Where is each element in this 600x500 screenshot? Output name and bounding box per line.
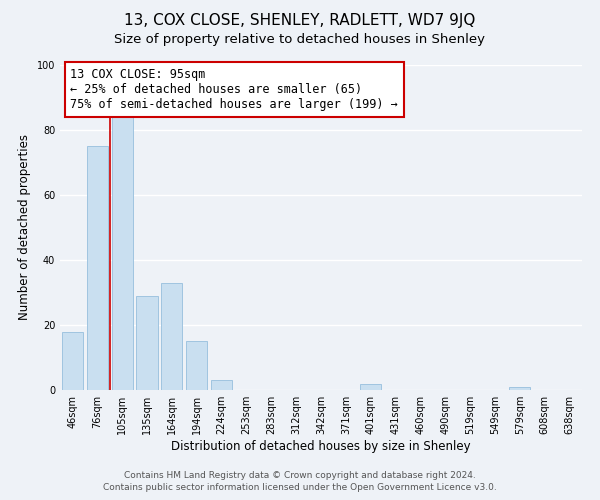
Bar [509, 387, 530, 390]
Bar [112, 117, 133, 390]
Text: Size of property relative to detached houses in Shenley: Size of property relative to detached ho… [115, 32, 485, 46]
Text: 13 COX CLOSE: 95sqm
← 25% of detached houses are smaller (65)
75% of semi-detach: 13 COX CLOSE: 95sqm ← 25% of detached ho… [70, 68, 398, 112]
Y-axis label: Number of detached properties: Number of detached properties [18, 134, 31, 320]
Bar [161, 283, 182, 390]
Text: Contains HM Land Registry data © Crown copyright and database right 2024.: Contains HM Land Registry data © Crown c… [124, 471, 476, 480]
Bar [211, 380, 232, 390]
Text: Contains public sector information licensed under the Open Government Licence v3: Contains public sector information licen… [103, 484, 497, 492]
Bar [360, 384, 381, 390]
X-axis label: Distribution of detached houses by size in Shenley: Distribution of detached houses by size … [171, 440, 471, 453]
Bar [136, 296, 158, 390]
Bar [62, 332, 83, 390]
Bar [186, 341, 207, 390]
Text: 13, COX CLOSE, SHENLEY, RADLETT, WD7 9JQ: 13, COX CLOSE, SHENLEY, RADLETT, WD7 9JQ [124, 12, 476, 28]
Bar [87, 146, 108, 390]
